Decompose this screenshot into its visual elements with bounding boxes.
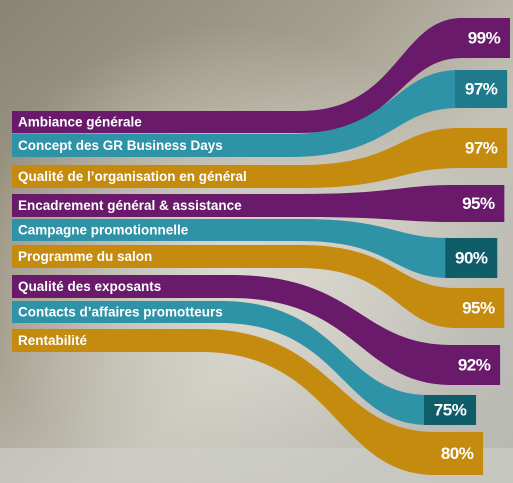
value-box	[452, 288, 505, 328]
value-label: 92%	[458, 355, 491, 374]
value-box	[445, 238, 498, 278]
category-label: Concept des GR Business Days	[18, 138, 223, 153]
value-label: 97%	[465, 138, 498, 157]
value-label: 75%	[434, 400, 467, 419]
ribbon	[12, 275, 453, 385]
value-label: 90%	[455, 248, 488, 267]
value-box	[431, 432, 484, 475]
category-label: Qualité de l’organisation en général	[18, 169, 247, 184]
category-label: Qualité des exposants	[18, 279, 161, 294]
ribbon	[12, 245, 457, 328]
value-label: 95%	[462, 194, 495, 213]
category-label: Ambiance générale	[18, 115, 142, 130]
value-label: 95%	[462, 298, 495, 317]
category-label: Programme du salon	[18, 249, 152, 264]
value-box	[455, 128, 508, 168]
ribbon	[12, 219, 450, 278]
ribbon	[12, 301, 429, 425]
category-label: Rentabilité	[18, 333, 88, 348]
ribbon	[12, 70, 460, 157]
ribbon	[12, 18, 462, 133]
ribbon	[12, 128, 460, 188]
value-box	[448, 345, 501, 385]
value-label: 80%	[441, 444, 474, 463]
value-box	[457, 18, 510, 58]
category-label: Encadrement général & assistance	[18, 198, 242, 213]
category-label: Campagne promotionnelle	[18, 223, 189, 238]
value-box	[452, 185, 505, 222]
value-box	[424, 395, 477, 425]
value-label: 99%	[468, 28, 501, 47]
value-label: 97%	[465, 79, 498, 98]
ribbon	[12, 185, 457, 222]
ribbon	[12, 329, 436, 475]
category-label: Contacts d’affaires promotteurs	[18, 305, 223, 320]
value-box	[455, 70, 508, 108]
